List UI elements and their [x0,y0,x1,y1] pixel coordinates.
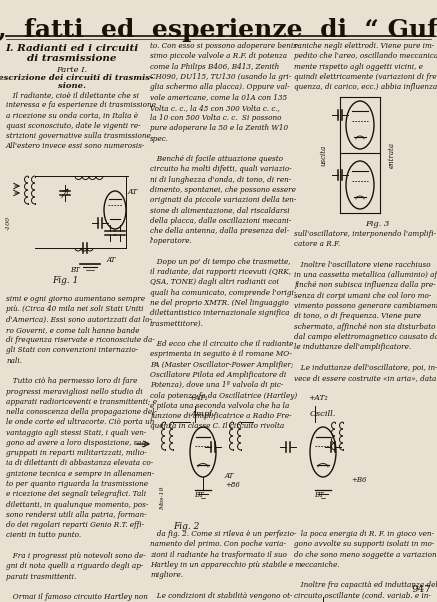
Text: -100: -100 [6,216,11,230]
Text: Fig. 3: Fig. 3 [365,220,389,228]
Text: to. Con esso si possono adoperare benis-
simo piccole valvole a R.F. di potenza
: to. Con esso si possono adoperare benis-… [150,42,299,430]
Text: la poca energia di R. F. in gioco ven-
gono avvolte su supporti isolati in mo-
d: la poca energia di R. F. in gioco ven- g… [294,530,437,602]
Text: AT: AT [107,256,116,264]
Text: sull'oscillatore, interponendo l'amplifi-
catore a R.F.

   Inoltre l'oscillator: sull'oscillatore, interponendo l'amplifi… [294,230,437,382]
Text: di trasmissione: di trasmissione [27,54,117,63]
Text: Idee,  fatti  ed  esperienze  di  “ Gufini „: Idee, fatti ed esperienze di “ Gufini „ [0,18,437,42]
Text: raniche negli elettrodi. Viene pure im-
pedito che l'areo, oscillando meccanica-: raniche negli elettrodi. Viene pure im- … [294,42,437,91]
Text: Il radiante, cioè il dilettante che si
interessa e fa esperienze di trasmissione: Il radiante, cioè il dilettante che si i… [6,91,156,150]
Text: I. Radianti ed i circuiti: I. Radianti ed i circuiti [5,44,139,53]
Text: uscita: uscita [320,144,328,166]
Text: AT: AT [128,188,138,196]
Text: +B6: +B6 [351,476,367,484]
Text: Parte I.: Parte I. [56,66,87,74]
Text: +AT₂: +AT₂ [308,394,328,402]
Text: +AT₁: +AT₁ [188,394,208,402]
Text: Mos-19: Mos-19 [160,487,166,510]
Text: Fig. 1: Fig. 1 [52,276,78,285]
Text: entrata: entrata [388,142,396,168]
Text: Oscill.: Oscill. [310,410,336,418]
Text: da fig. 2. Come si rileva è un perfezio-
namento del primo. Con poche varia-
zio: da fig. 2. Come si rileva è un perfezio-… [150,530,300,602]
Text: 947: 947 [411,585,431,594]
Text: BT: BT [194,491,204,499]
Text: Descrizione dei circuiti di trasmis-: Descrizione dei circuiti di trasmis- [0,74,153,82]
Text: sione.: sione. [58,82,86,90]
Text: AT
+86: AT +86 [225,472,240,489]
Text: BT: BT [314,491,324,499]
Text: BT: BT [70,266,80,274]
Text: Ampl.: Ampl. [191,410,215,418]
Text: simi e ogni giorno aumentano sempre
più. (Circa 40 mila nei soli Stati Uniti
d'A: simi e ogni giorno aumentano sempre più.… [6,295,157,602]
Text: Fig. 2: Fig. 2 [173,522,199,531]
